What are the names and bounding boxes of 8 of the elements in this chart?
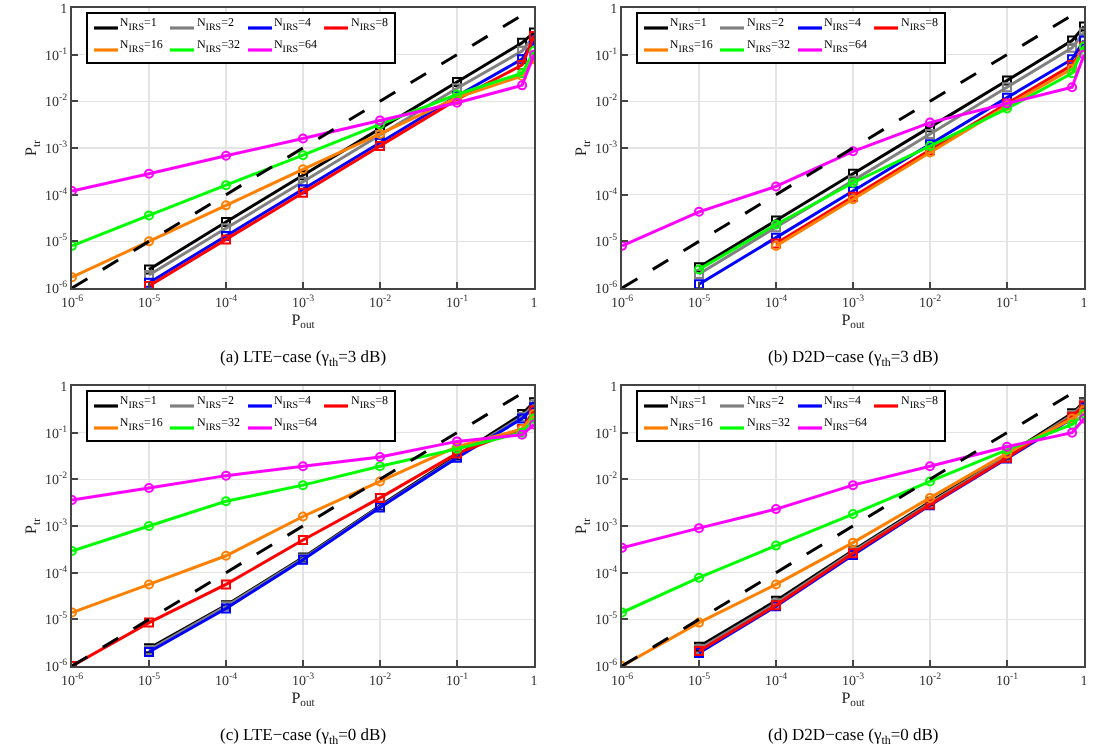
text: (b) D2D−case (γ$_{th}$=3 dB) — [768, 346, 939, 370]
x-axis-title: P$_{out}$ — [291, 311, 316, 333]
text: (d) D2D−case (γ$_{th}$=0 dB) — [768, 724, 939, 748]
x-axis-title: P$_{out}$ — [291, 689, 316, 711]
text: (a) LTE−case (γ$_{th}$=3 dB) — [220, 346, 387, 370]
x-axis-title: P$_{out}$ — [841, 311, 866, 333]
text: (c) LTE−case (γ$_{th}$=0 dB) — [220, 724, 387, 748]
x-axis-title: P$_{out}$ — [841, 689, 866, 711]
